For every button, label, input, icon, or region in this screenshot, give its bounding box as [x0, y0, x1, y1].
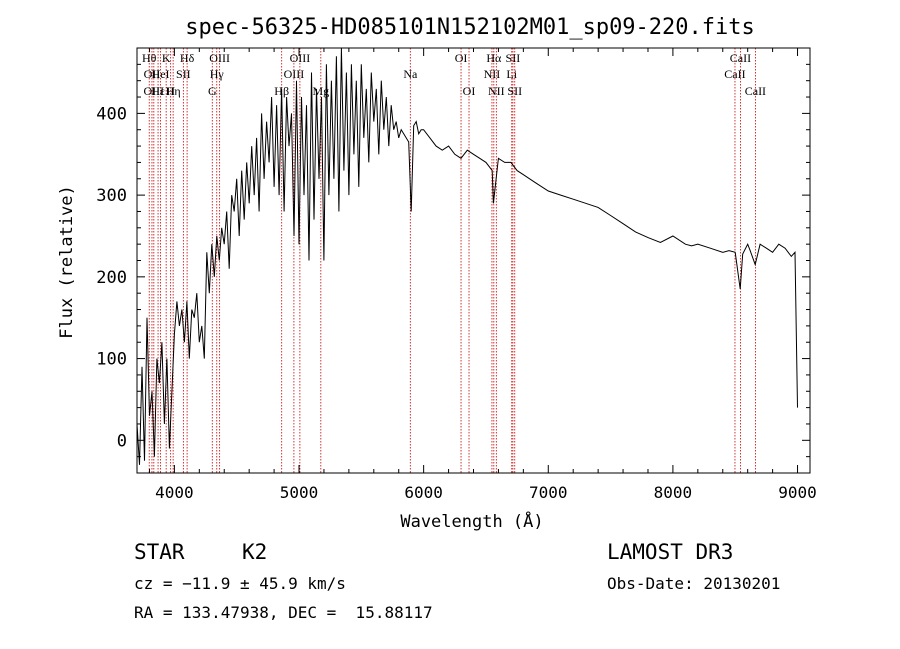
coordinates: RA = 133.47938, DEC = 15.88117 [134, 603, 433, 622]
spectral-line-label: NII [484, 67, 501, 81]
plot-frame [136, 47, 811, 474]
spectral-line-label: HeI [152, 67, 170, 81]
spectral-line-label: Li [506, 67, 517, 81]
spectral-line-label: OII [144, 67, 161, 81]
spectral-line-labels: HθOIIOIIIHεHeIKHHηSIIHδGHγOIIIHβOIIIOIII… [142, 51, 766, 98]
spectral-line-label: Hθ [142, 51, 157, 65]
spectral-line-label: SII [176, 67, 191, 81]
spectral-line-label: OIII [284, 67, 305, 81]
spectral-line-label: Hη [166, 84, 181, 98]
spectral-line-label: SII [507, 84, 522, 98]
spectral-line-label: Hε [151, 84, 165, 98]
spectral-line-label: CaII [730, 51, 751, 65]
spectral-line-label: OIII [290, 51, 311, 65]
spectral-line-label: Hα [486, 51, 502, 65]
spectral-line-label: OI [455, 51, 468, 65]
x-tick-label: 9000 [778, 483, 817, 502]
object-class: STAR [134, 540, 185, 564]
spectral-line-label: Na [403, 67, 418, 81]
spectral-line-label: OIII [143, 84, 164, 98]
x-axis-label: Wavelength (Å) [400, 510, 543, 532]
spectral-line-markers [148, 48, 756, 473]
spectral-line-label: H [166, 84, 175, 98]
spectral-line-label: SII [506, 51, 521, 65]
object-subclass: K2 [242, 540, 268, 564]
y-axis-ticks: 0 100 200 300 400 [96, 63, 810, 458]
x-tick-label: 4000 [155, 483, 194, 502]
spectral-line-label: K [162, 51, 171, 65]
survey-name: LAMOST DR3 [607, 540, 734, 564]
spectral-line-label: Hγ [210, 67, 225, 81]
y-tick-label: 200 [96, 268, 127, 288]
observation-date: Obs-Date: 20130201 [607, 574, 781, 593]
spectral-line-label: OIII [209, 51, 230, 65]
x-tick-label: 5000 [280, 483, 319, 502]
spectral-line-label: Hδ [180, 51, 195, 65]
spectrum-line [136, 47, 798, 465]
y-axis-label: Flux (relative) [57, 185, 77, 339]
x-tick-label: 6000 [404, 483, 443, 502]
chart-title: spec-56325-HD085101N152102M01_sp09-220.f… [185, 15, 755, 40]
x-tick-label: 7000 [529, 483, 568, 502]
x-axis-ticks: 4000 5000 6000 7000 8000 9000 [148, 48, 817, 502]
y-tick-label: 0 [117, 431, 127, 451]
y-tick-label: 400 [96, 104, 127, 124]
spectral-line-label: OI [463, 84, 476, 98]
spectral-line-label: NII [488, 84, 505, 98]
spectral-line-label: CaII [745, 84, 766, 98]
redshift-cz: cz = −11.9 ± 45.9 km/s [134, 574, 346, 593]
y-tick-label: 100 [96, 350, 127, 370]
x-tick-label: 8000 [654, 483, 693, 502]
spectral-line-label: CaII [724, 67, 745, 81]
y-tick-label: 300 [96, 186, 127, 206]
spectral-line-label: G [208, 84, 217, 98]
